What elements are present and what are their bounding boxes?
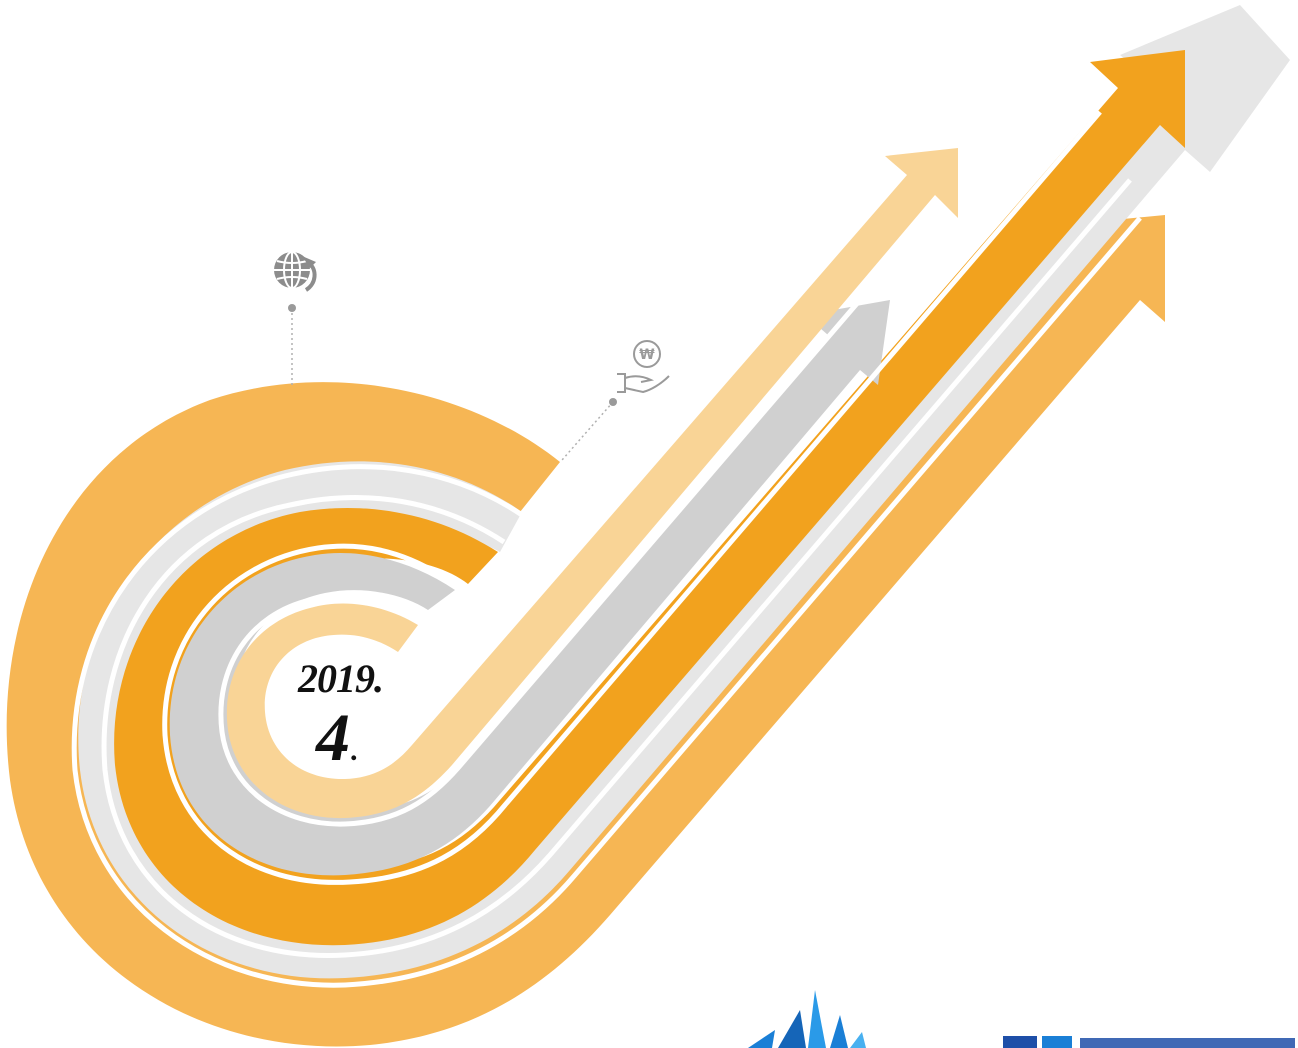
svg-text:₩: ₩ xyxy=(639,347,655,363)
arrow-band-orange-outer xyxy=(6,215,1165,1047)
connector-lines xyxy=(288,304,617,461)
date-month-number: 4 xyxy=(316,699,350,775)
arrow-band-orange-light xyxy=(226,148,958,819)
emblem-logo xyxy=(748,990,866,1048)
date-month: 4. xyxy=(316,699,358,789)
date-year: 2019. xyxy=(298,656,384,701)
arrow-band-gray-mid xyxy=(169,300,891,876)
globe-refresh-icon xyxy=(274,251,317,292)
date-month-dot: . xyxy=(350,734,358,767)
band-separators xyxy=(71,110,1142,988)
won-coin-hand-icon: ₩ xyxy=(617,340,670,394)
organization-logo xyxy=(1003,1036,1295,1048)
